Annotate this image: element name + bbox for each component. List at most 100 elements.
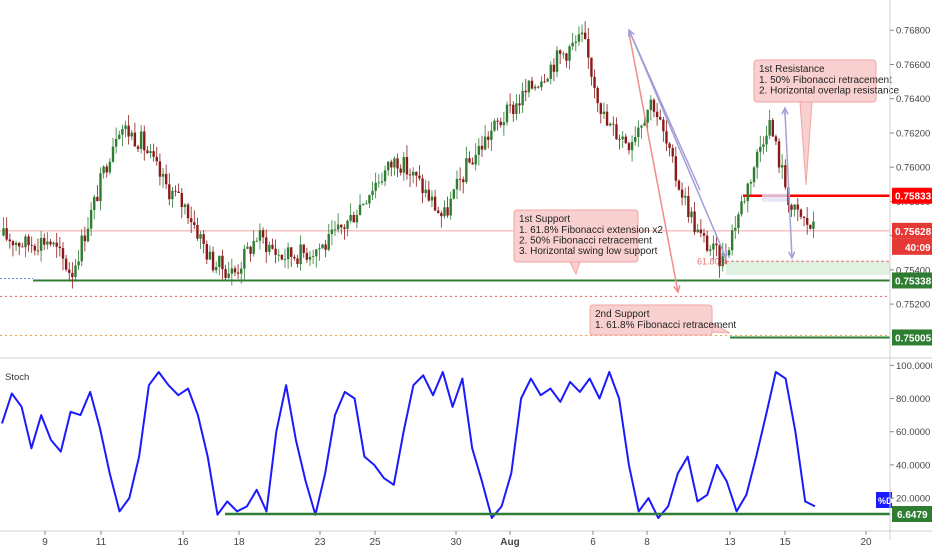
- candle-body: [299, 244, 302, 264]
- candle-body: [734, 228, 737, 231]
- candle-body: [402, 157, 406, 173]
- candle-body: [236, 272, 240, 274]
- callout-resistance-title: 1st Resistance: [759, 64, 825, 75]
- candle-body: [709, 249, 712, 251]
- candle-body: [83, 235, 87, 242]
- candle-body: [596, 87, 599, 104]
- countdown-label: 40:09: [905, 243, 931, 254]
- candle-body: [777, 141, 781, 168]
- candle-body: [177, 191, 180, 194]
- candle-body: [799, 209, 803, 217]
- candle-body: [793, 204, 796, 210]
- candle-body: [74, 265, 77, 278]
- candle-body: [652, 99, 656, 112]
- candle-body: [809, 224, 812, 229]
- candle-body: [802, 216, 806, 218]
- candle-body: [21, 246, 24, 248]
- candle-body: [649, 99, 653, 111]
- candle-body: [383, 170, 387, 182]
- candle-body: [568, 46, 571, 61]
- candle-body: [361, 203, 365, 205]
- candle-body: [805, 217, 809, 225]
- candle-body: [580, 32, 584, 35]
- candle-body: [352, 214, 355, 223]
- candle-body: [293, 256, 296, 259]
- candle-body: [93, 196, 96, 210]
- candle-body: [712, 243, 715, 250]
- candle-body: [411, 171, 415, 176]
- time-tick-label: 18: [233, 537, 245, 548]
- candle-body: [558, 50, 562, 54]
- candle-body: [24, 236, 27, 248]
- candle-body: [602, 111, 606, 114]
- candle-body: [562, 53, 565, 55]
- candle-body: [405, 157, 409, 175]
- candle-body: [202, 234, 205, 244]
- candle-body: [593, 76, 596, 88]
- candle-body: [790, 205, 793, 210]
- candle-body: [52, 242, 55, 245]
- arrow-extension-target-head: [673, 285, 681, 294]
- time-tick-label: 6: [590, 537, 596, 548]
- candle-body: [30, 245, 33, 246]
- candle-body: [46, 241, 49, 245]
- time-tick-label: 11: [96, 537, 107, 548]
- candle-body: [621, 136, 624, 140]
- candle-body: [443, 207, 446, 217]
- candle-body: [665, 131, 668, 144]
- candle-body: [737, 214, 740, 229]
- candle-body: [121, 128, 124, 135]
- candle-body: [684, 195, 687, 198]
- candle-body: [96, 196, 99, 202]
- candle-body: [118, 134, 121, 139]
- candle-body: [64, 258, 68, 270]
- candle-body: [286, 247, 290, 260]
- candle-body: [493, 120, 496, 131]
- candle-body: [343, 227, 346, 229]
- candle-body: [340, 224, 343, 228]
- candle-body: [199, 234, 202, 239]
- candle-body: [164, 173, 168, 185]
- candle-body: [346, 220, 349, 229]
- price-tick-label: 0.76000: [896, 163, 930, 174]
- candle-body: [152, 151, 155, 157]
- candle-body: [227, 273, 230, 278]
- candle-body: [27, 236, 30, 246]
- candle-body: [224, 269, 227, 278]
- time-tick-label: Aug: [500, 537, 519, 548]
- price-tick-label: 0.76200: [896, 128, 930, 139]
- candle-body: [496, 120, 499, 122]
- candle-body: [127, 125, 130, 137]
- candle-body: [371, 190, 374, 196]
- candle-body: [780, 165, 784, 168]
- callout-support-1-line: 1. 61.8% Fibonacci extension x2: [519, 225, 663, 236]
- candle-body: [408, 174, 412, 176]
- candle-body: [321, 244, 324, 249]
- candle-body: [465, 158, 468, 183]
- candle-body: [233, 268, 237, 273]
- candle-body: [211, 251, 215, 271]
- candle-body: [521, 90, 524, 106]
- candle-body: [277, 254, 280, 256]
- price-tick-label: 0.76800: [896, 26, 930, 37]
- candle-body: [421, 178, 424, 194]
- candle-body: [396, 158, 399, 169]
- candle-body: [374, 182, 377, 191]
- candle-body: [577, 34, 581, 42]
- candle-body: [308, 256, 312, 260]
- candle-body: [261, 230, 265, 238]
- candle-body: [265, 237, 268, 252]
- time-tick-label: 23: [314, 537, 326, 548]
- candle-body: [296, 258, 299, 264]
- candle-body: [415, 171, 418, 176]
- candle-body: [130, 132, 133, 137]
- candle-body: [80, 235, 83, 262]
- candle-body: [740, 201, 743, 215]
- callout-support-2-title: 2nd Support: [595, 309, 650, 320]
- candle-body: [718, 245, 721, 267]
- candle-body: [255, 240, 259, 242]
- candle-body: [5, 228, 8, 240]
- candle-body: [674, 156, 678, 181]
